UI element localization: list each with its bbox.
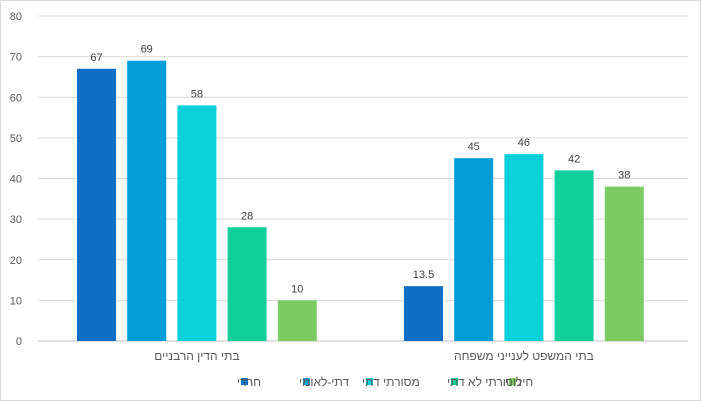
y-tick-label: 80	[10, 11, 22, 23]
legend-label: חילוני	[505, 375, 533, 389]
category-labels: בתי הדין הרבניים בתי המשפט לענייני משפחה	[154, 349, 594, 363]
legend-swatch	[366, 378, 373, 385]
bars	[77, 60, 644, 341]
bar	[227, 227, 267, 341]
data-labels: 67 69 58 28 10 13.5 45 46 42 38	[90, 44, 630, 296]
bar	[77, 68, 116, 341]
y-tick-label: 0	[16, 336, 22, 348]
y-tick-label: 30	[10, 214, 22, 226]
y-tick-label: 20	[10, 255, 22, 267]
legend-label: דתי-לאומי	[299, 375, 349, 389]
legend: חרדי דתי-לאומי מסורתי דתי מסורתי לא דתיחילו…	[237, 375, 533, 389]
data-label: 13.5	[413, 269, 434, 281]
y-tick-label: 40	[10, 174, 22, 186]
bar	[127, 60, 167, 341]
bar	[404, 286, 443, 341]
bar	[277, 300, 317, 341]
bar	[177, 105, 217, 341]
bar	[504, 154, 544, 341]
legend-swatch	[451, 378, 458, 385]
category-label: בתי המשפט לענייני משפחה	[454, 349, 594, 363]
y-axis-tick-labels: 0 10 20 30 40 50 60 70 80	[10, 11, 22, 348]
data-label: 45	[468, 141, 480, 153]
data-label: 38	[618, 170, 630, 182]
data-label: 28	[241, 210, 253, 222]
legend-label: חרדי	[237, 375, 261, 389]
bar	[554, 170, 594, 341]
data-label: 58	[191, 88, 203, 100]
legend-swatch	[241, 378, 248, 385]
y-tick-label: 60	[10, 92, 22, 104]
data-label: 69	[141, 44, 153, 56]
legend-label: מסורתי לא דתי	[447, 375, 522, 389]
legend-label: מסורתי דתי	[362, 375, 420, 389]
data-label: 42	[568, 153, 580, 165]
y-tick-label: 10	[10, 295, 22, 307]
bar	[454, 158, 494, 341]
category-label: בתי הדין הרבניים	[154, 349, 239, 363]
y-tick-label: 70	[10, 52, 22, 64]
y-tick-label: 50	[10, 133, 22, 145]
bar	[604, 186, 644, 341]
data-label: 46	[518, 137, 530, 149]
data-label: 10	[291, 283, 303, 295]
legend-swatch	[509, 378, 516, 385]
legend-swatch	[303, 378, 310, 385]
data-label: 67	[90, 52, 102, 64]
